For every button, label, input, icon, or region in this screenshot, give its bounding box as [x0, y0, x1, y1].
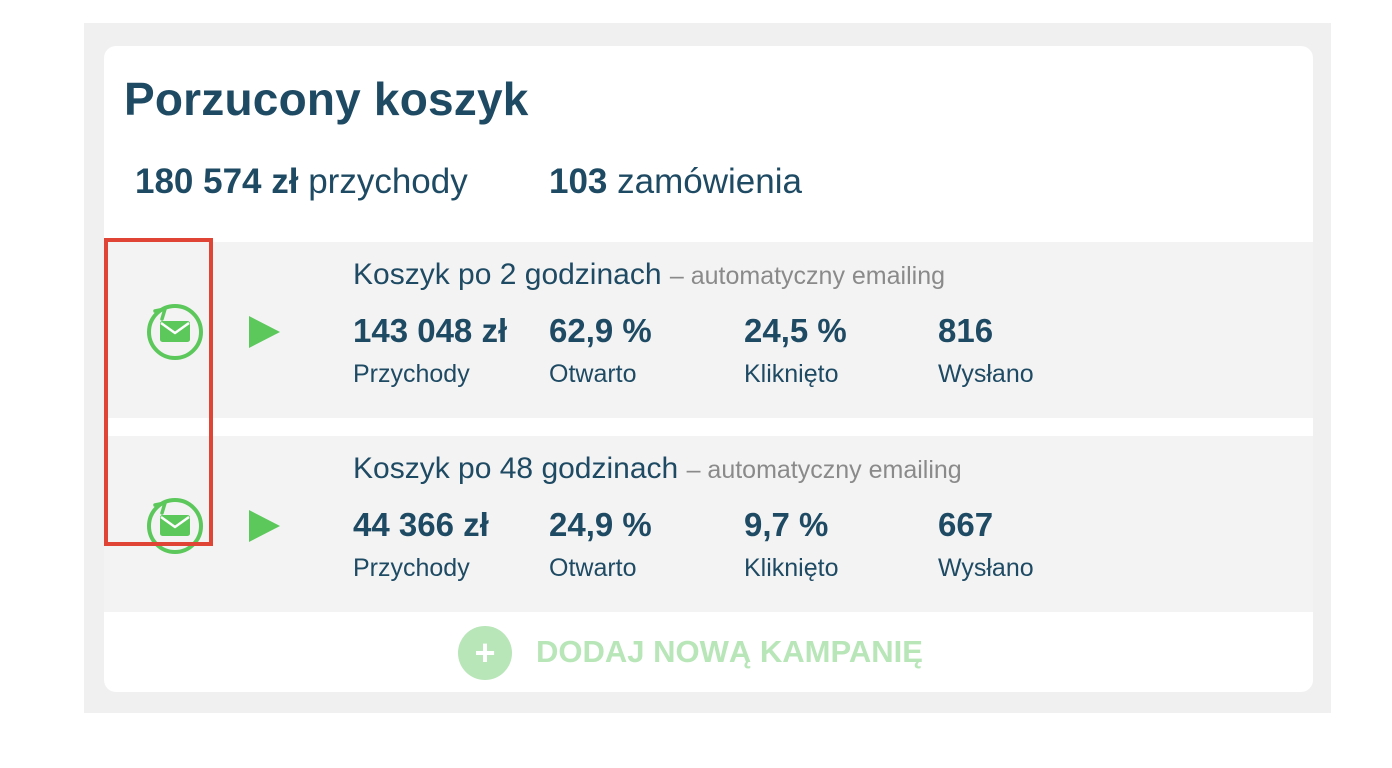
metric-label: Kliknięto	[744, 360, 839, 388]
summary-orders-label: zamówienia	[617, 162, 802, 201]
metric-opened: 62,9 % Otwarto	[549, 312, 652, 389]
summary-orders: 103 zamówienia	[549, 162, 802, 202]
summary-orders-value: 103	[549, 162, 608, 201]
metric-revenue: 44 366 zł Przychody	[353, 506, 489, 583]
metric-value: 9,7 %	[744, 506, 829, 543]
play-button[interactable]	[246, 508, 282, 544]
summary-revenue: 180 574 zł przychody	[135, 162, 468, 202]
metric-label: Przychody	[353, 554, 470, 582]
summary-revenue-label: przychody	[308, 162, 468, 201]
summary-stats: 180 574 zł przychody 103 zamówienia	[104, 162, 1313, 212]
metric-value: 62,9 %	[549, 312, 652, 349]
email-timer-icon	[147, 498, 203, 554]
summary-revenue-value: 180 574 zł	[135, 162, 299, 201]
widget-title: Porzucony koszyk	[124, 73, 529, 125]
play-button[interactable]	[246, 314, 282, 350]
metric-label: Kliknięto	[744, 554, 839, 582]
abandoned-cart-card: Porzucony koszyk 180 574 zł przychody 10…	[104, 46, 1313, 692]
campaign-title: Koszyk po 48 godzinach – automatyczny em…	[353, 452, 962, 486]
metric-value: 24,5 %	[744, 312, 847, 349]
campaign-row[interactable]: Koszyk po 2 godzinach – automatyczny ema…	[104, 242, 1313, 418]
metric-revenue: 143 048 zł Przychody	[353, 312, 507, 389]
email-timer-icon	[147, 304, 203, 360]
metric-value: 24,9 %	[549, 506, 652, 543]
metric-label: Przychody	[353, 360, 470, 388]
metric-label: Wysłano	[938, 554, 1034, 582]
metric-label: Otwarto	[549, 360, 637, 388]
metric-sent: 816 Wysłano	[938, 312, 1034, 389]
metric-clicked: 9,7 % Kliknięto	[744, 506, 839, 583]
metric-clicked: 24,5 % Kliknięto	[744, 312, 847, 389]
metric-sent: 667 Wysłano	[938, 506, 1034, 583]
metric-value: 667	[938, 506, 994, 543]
metric-label: Wysłano	[938, 360, 1034, 388]
metric-value: 143 048 zł	[353, 312, 508, 349]
metric-value: 44 366 zł	[353, 506, 489, 543]
plus-icon: +	[458, 626, 512, 680]
campaign-name: Koszyk po 48 godzinach	[353, 452, 679, 485]
metric-label: Otwarto	[549, 554, 637, 582]
campaign-name: Koszyk po 2 godzinach	[353, 258, 662, 291]
metric-value: 816	[938, 312, 994, 349]
campaign-row[interactable]: Koszyk po 48 godzinach – automatyczny em…	[104, 436, 1313, 612]
campaign-type: – automatyczny emailing	[669, 262, 946, 290]
campaign-type: – automatyczny emailing	[686, 456, 962, 484]
campaign-title: Koszyk po 2 godzinach – automatyczny ema…	[353, 258, 945, 292]
metric-opened: 24,9 % Otwarto	[549, 506, 652, 583]
add-campaign-label: DODAJ NOWĄ KAMPANIĘ	[536, 634, 923, 669]
play-buttons-highlight	[104, 238, 213, 546]
